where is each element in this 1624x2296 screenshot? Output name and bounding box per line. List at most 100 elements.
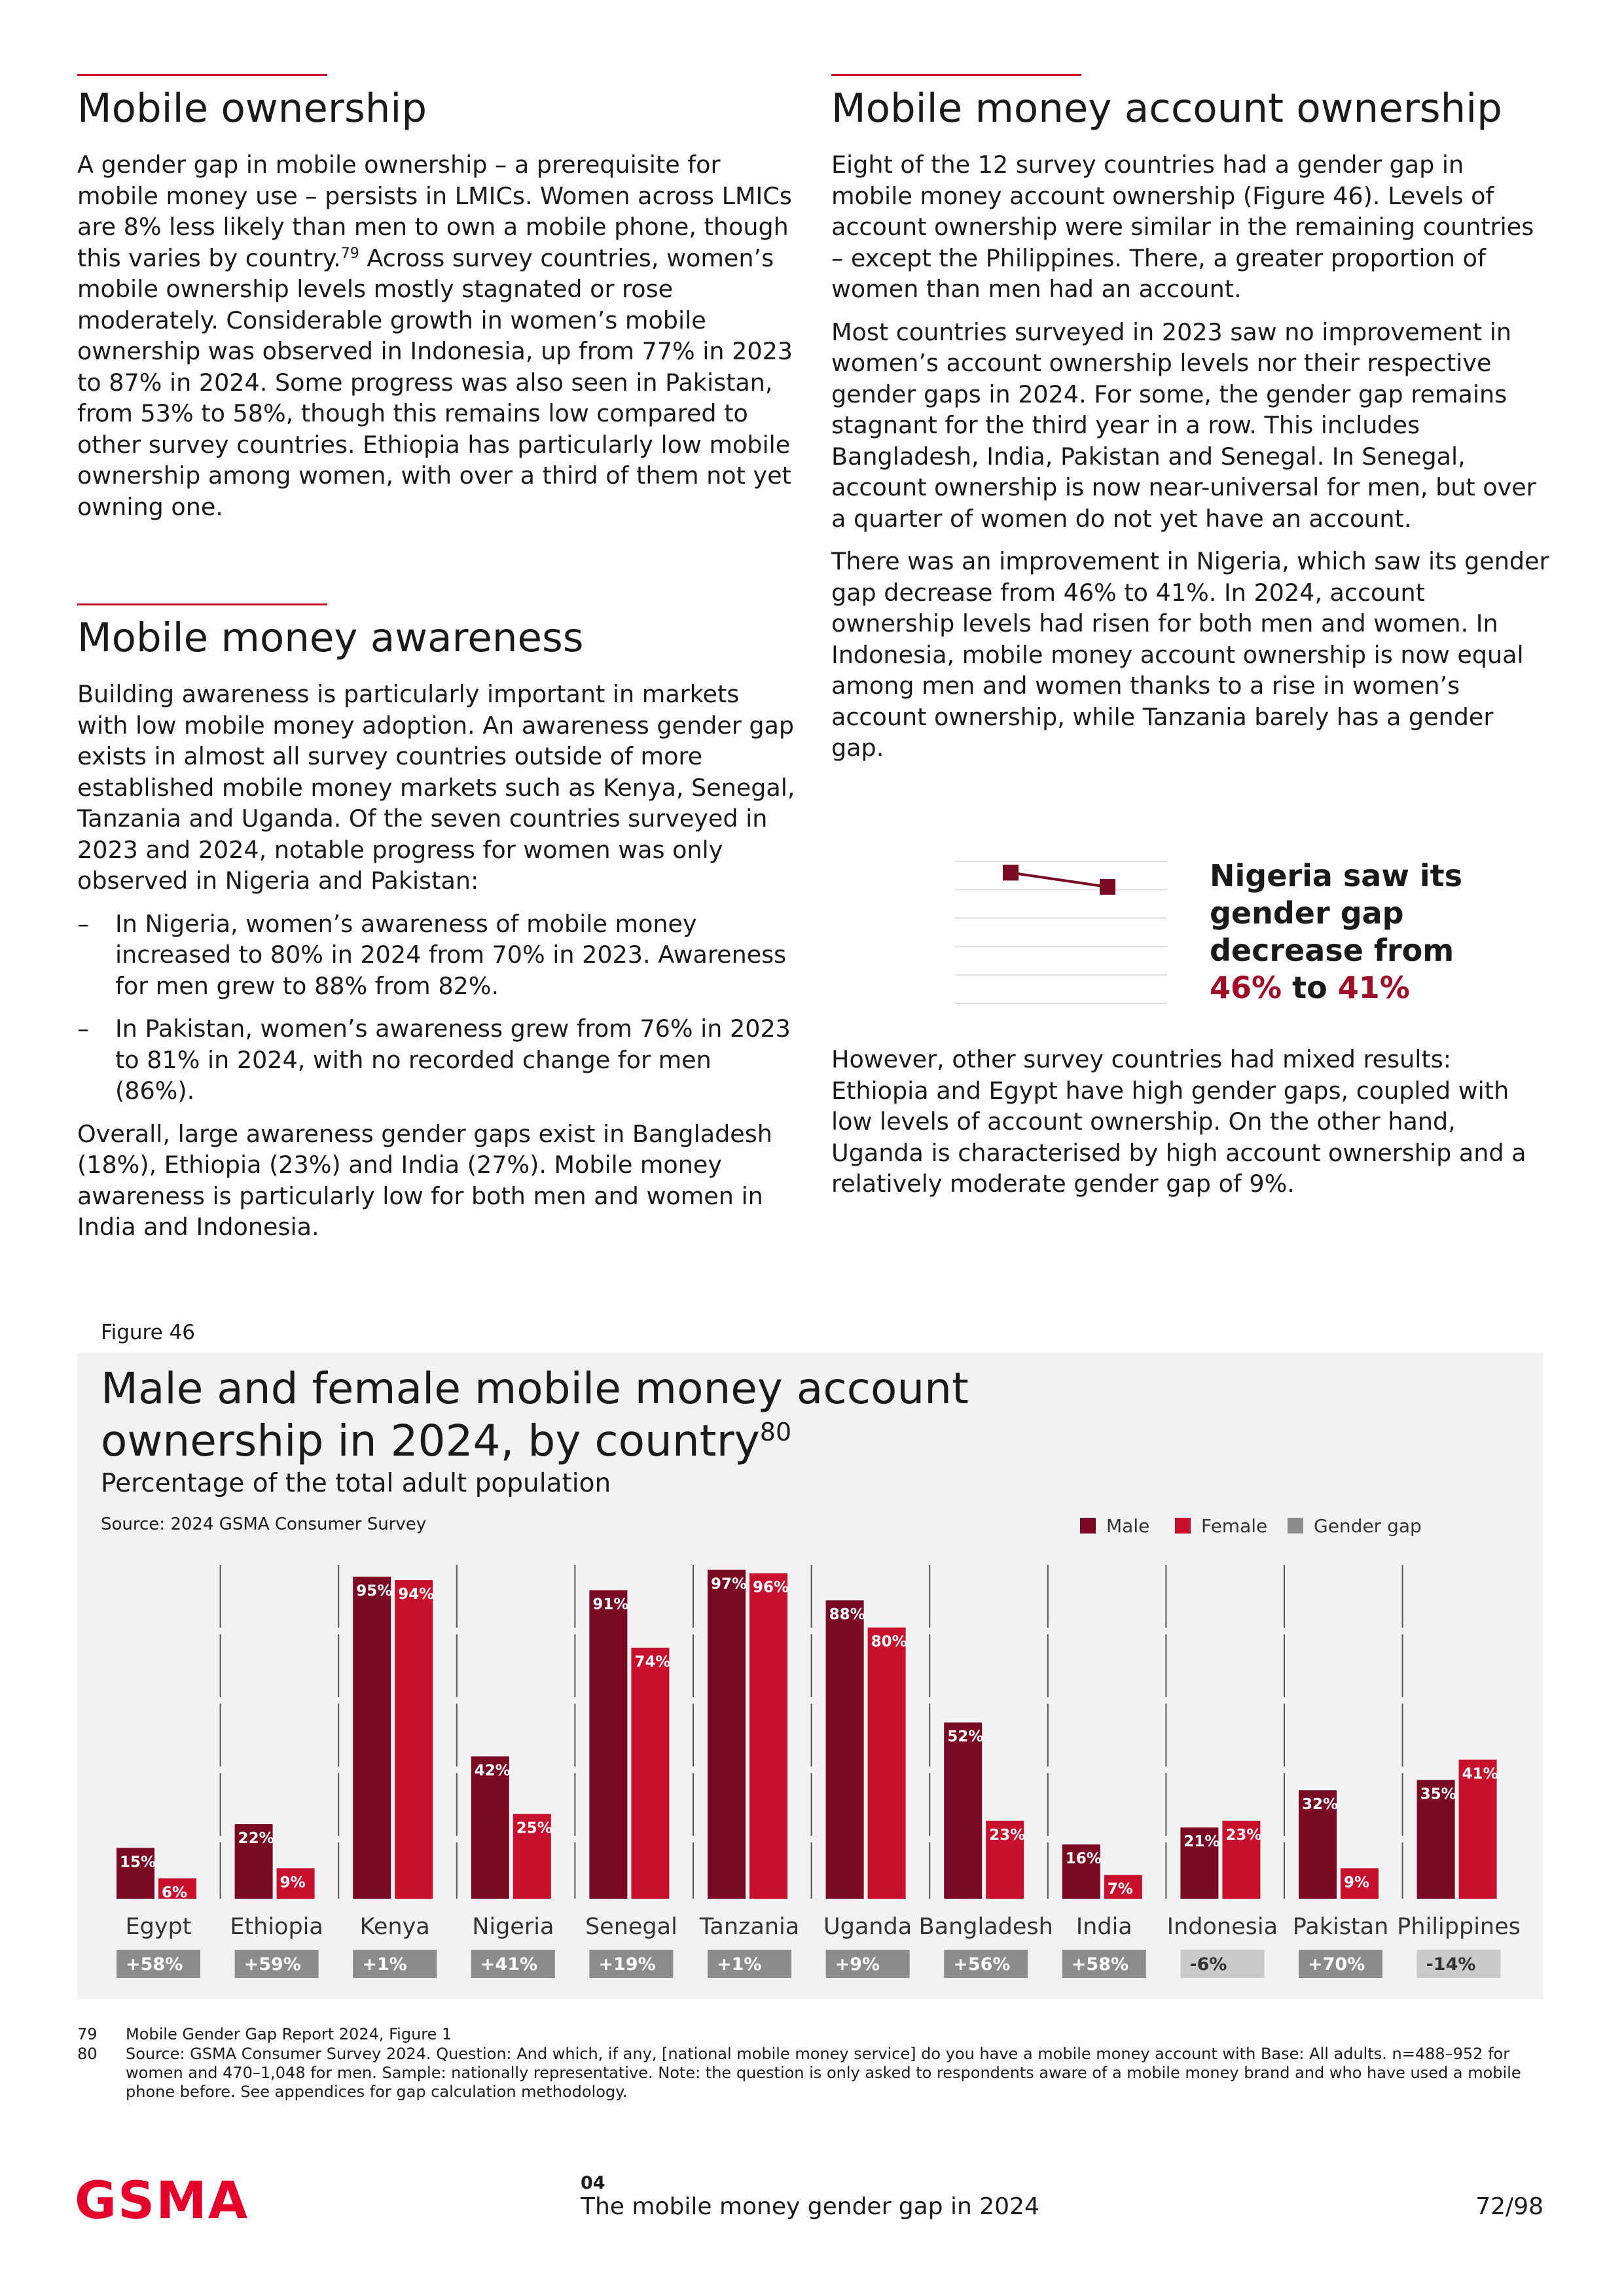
value-label: 22% <box>238 1830 274 1847</box>
gap-label: +41% <box>480 1954 537 1975</box>
bar <box>353 1576 391 1899</box>
bullet: In Pakistan, women’s awareness grew from… <box>77 1013 797 1107</box>
value-label: 95% <box>356 1583 392 1600</box>
bar <box>1416 1780 1455 1899</box>
section-heading: Mobile money awareness <box>77 615 584 661</box>
gap-box <box>708 1950 791 1978</box>
report-title: The mobile money gender gap in 2024 <box>581 2193 1039 2220</box>
bar <box>1458 1759 1497 1899</box>
gap-box <box>944 1950 1028 1978</box>
callout-from: 46% <box>1210 970 1282 1005</box>
paragraph: There was an improvement in Nigeria, whi… <box>831 547 1549 762</box>
gap-label: +70% <box>1308 1954 1365 1975</box>
point <box>1003 865 1019 881</box>
paragraph: Most countries surveyed in 2023 saw no i… <box>831 317 1536 533</box>
paragraph: However, other survey countries had mixe… <box>831 1045 1526 1198</box>
gap-label: +56% <box>953 1954 1010 1975</box>
gap-label: +1% <box>362 1954 406 1975</box>
footnote-text: Mobile Gender Gap Report 2024, Figure 1 <box>126 2025 452 2043</box>
gap-box <box>1180 1950 1265 1978</box>
gap-label: -6% <box>1189 1954 1227 1975</box>
bar <box>986 1820 1024 1899</box>
bar <box>589 1590 628 1899</box>
gap-box <box>117 1950 200 1978</box>
x-tick-label: India <box>1076 1914 1132 1940</box>
left-column-bottom: Mobile money awareness Building awarenes… <box>77 613 797 1255</box>
bar <box>944 1722 983 1899</box>
bar <box>513 1814 551 1899</box>
section-rule <box>77 74 327 76</box>
value-label: 88% <box>829 1606 865 1623</box>
value-label: 80% <box>871 1634 907 1651</box>
bar <box>1180 1827 1219 1899</box>
bar <box>276 1868 315 1899</box>
value-label: 9% <box>280 1874 306 1891</box>
gap-box <box>234 1950 319 1978</box>
bar <box>1222 1820 1261 1899</box>
gap-label: +59% <box>244 1954 301 1975</box>
value-label: 23% <box>1225 1827 1261 1844</box>
bar <box>631 1647 670 1899</box>
value-label: 23% <box>989 1827 1025 1844</box>
point <box>1100 879 1115 895</box>
x-tick-label: Kenya <box>360 1914 430 1940</box>
gap-label: +58% <box>126 1954 183 1975</box>
right-column: Mobile money account ownership Eight of … <box>831 84 1551 776</box>
figure-label: Figure 46 <box>77 1312 327 1353</box>
gap-box <box>1299 1950 1382 1978</box>
value-label: 35% <box>1420 1786 1456 1803</box>
gap-label: +19% <box>598 1954 655 1975</box>
x-tick-label: Egypt <box>126 1914 192 1940</box>
gap-label: +58% <box>1072 1954 1128 1975</box>
bar <box>117 1848 154 1899</box>
text: A gender gap in mobile ownership – a pre… <box>77 151 792 272</box>
value-label: 15% <box>120 1854 156 1871</box>
gap-box <box>471 1950 555 1978</box>
bar <box>867 1627 906 1899</box>
bar <box>395 1580 433 1899</box>
value-label: 7% <box>1108 1881 1133 1898</box>
x-tick-label: Ethiopia <box>230 1914 323 1940</box>
footnote-ref: 80 <box>759 1418 792 1446</box>
gap-box <box>825 1950 910 1978</box>
bar <box>1104 1874 1142 1899</box>
bullet: In Nigeria, women’s awareness of mobile … <box>77 908 797 1002</box>
value-label: 9% <box>1344 1874 1369 1891</box>
x-tick-label: Pakistan <box>1293 1914 1389 1940</box>
gap-label: +9% <box>835 1954 880 1975</box>
gap-box <box>1062 1950 1146 1978</box>
value-label: 91% <box>592 1596 628 1613</box>
x-tick-label: Bangladesh <box>919 1914 1053 1940</box>
legend-swatch <box>1175 1518 1191 1534</box>
bar <box>1299 1790 1337 1899</box>
legend-label: Gender gap <box>1314 1515 1422 1537</box>
value-label: 74% <box>634 1654 670 1671</box>
value-label: 94% <box>398 1586 434 1603</box>
value-label: 21% <box>1183 1833 1219 1850</box>
callout-to: 41% <box>1337 970 1410 1005</box>
footnote-text: Source: GSMA Consumer Survey 2024. Quest… <box>126 2045 1521 2101</box>
section-heading: Mobile money account ownership <box>831 85 1502 132</box>
paragraph: Eight of the 12 survey countries had a g… <box>831 151 1534 303</box>
value-label: 25% <box>516 1820 552 1837</box>
paragraph: Overall, large awareness gender gaps exi… <box>77 1119 772 1242</box>
value-label: 97% <box>711 1576 747 1593</box>
footnote-number: 80 <box>77 2045 98 2063</box>
x-tick-label: Tanzania <box>699 1914 799 1940</box>
legend-label: Male <box>1106 1515 1149 1537</box>
paragraph: Building awareness is particularly impor… <box>77 680 795 895</box>
bar <box>1062 1844 1100 1899</box>
bar <box>749 1573 787 1899</box>
bar <box>1341 1868 1379 1899</box>
x-tick-label: Uganda <box>823 1914 912 1940</box>
gap-box <box>1416 1950 1501 1978</box>
gap-box <box>353 1950 437 1978</box>
legend-label: Female <box>1201 1515 1267 1537</box>
callout-joiner: to <box>1292 970 1327 1005</box>
section-rule <box>831 74 1081 76</box>
logo: GSMA <box>75 2172 249 2231</box>
bullet-list: In Nigeria, women’s awareness of mobile … <box>77 908 797 1107</box>
chapter-number: 04 <box>581 2173 605 2193</box>
